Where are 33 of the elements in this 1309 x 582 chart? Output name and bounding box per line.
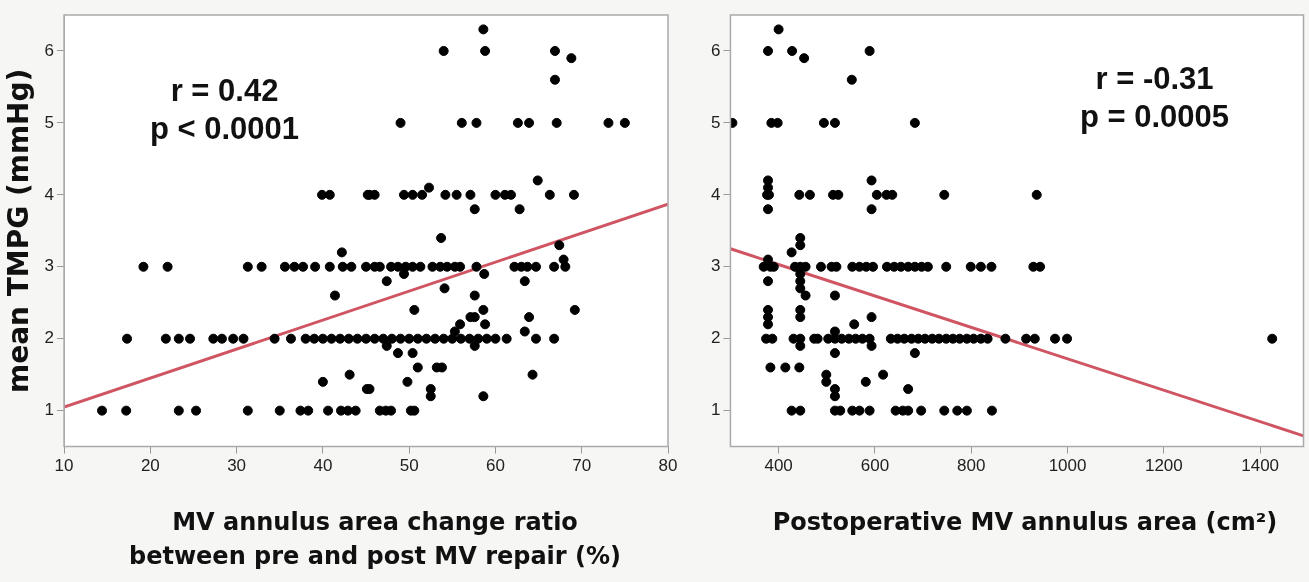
x-tick-label: 60 [485, 456, 505, 476]
y-axis-title: mean TMPG (mmHg) [2, 68, 36, 393]
y-tick-label: 4 [710, 184, 721, 204]
x-tick-label: 70 [572, 456, 592, 476]
annotation: r = -0.31 [1095, 61, 1214, 96]
annotation: r = 0.42 [170, 73, 279, 108]
x-tick-label: 30 [227, 456, 247, 476]
y-tick-label: 6 [710, 40, 721, 60]
x-tick-label: 400 [764, 456, 793, 476]
y-tick-label: 2 [710, 328, 721, 348]
y-tick-label: 5 [44, 112, 55, 132]
y-tick-label: 6 [44, 40, 55, 60]
x-tick-label: 40 [313, 456, 333, 476]
x-tick-label: 80 [658, 456, 678, 476]
y-tick-label: 3 [44, 256, 55, 276]
annotation: p < 0.0001 [150, 111, 300, 146]
x-tick-label: 10 [54, 456, 74, 476]
x-tick-label: 800 [957, 456, 986, 476]
y-tick-label: 1 [44, 400, 55, 420]
x-tick-label: 600 [860, 456, 890, 476]
y-tick-label: 3 [710, 256, 721, 276]
y-tick-label: 1 [710, 400, 721, 420]
annotation: p = 0.0005 [1080, 99, 1230, 134]
x-axis-title: Postoperative MV annulus area (cm²) [771, 507, 1279, 538]
y-tick-label: 5 [710, 112, 721, 132]
y-tick-label: 4 [44, 184, 55, 204]
y-tick-label: 2 [44, 328, 55, 348]
x-tick-label: 1200 [1144, 456, 1183, 476]
x-tick-label: 20 [140, 456, 160, 476]
x-axis-title: MV annulus area change ratio between pre and post MV repair (%) [127, 507, 622, 572]
x-tick-label: 50 [399, 456, 419, 476]
x-tick-label: 1000 [1048, 456, 1087, 476]
x-tick-label: 1400 [1241, 456, 1280, 476]
